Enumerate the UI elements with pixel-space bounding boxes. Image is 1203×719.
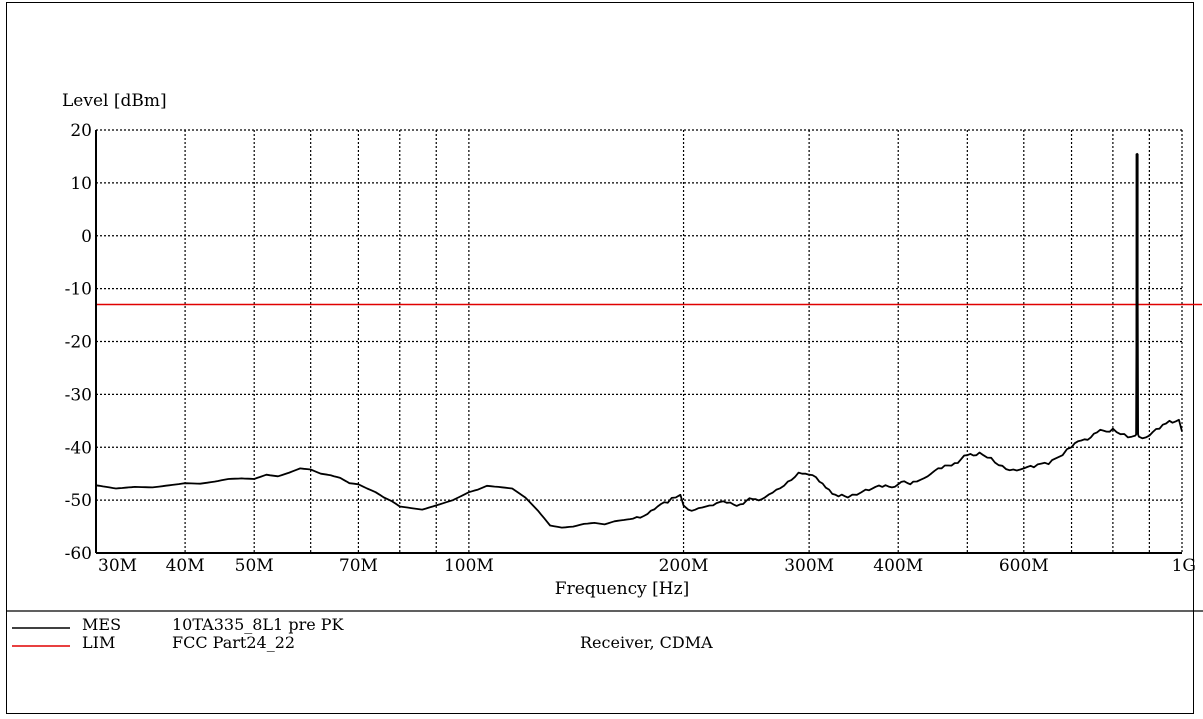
grid-lines	[96, 129, 1183, 554]
x-tick-label-3: 70M	[339, 556, 378, 576]
x-axis-label: Frequency [Hz]	[555, 579, 689, 599]
y-tick-label-6: -40	[65, 438, 92, 458]
y-tick-label-7: -50	[65, 491, 92, 511]
x-tick-labels: 30M 40M 50M 70M 100M 200M 300M 400M 600M 1G	[98, 556, 1196, 576]
legend-text-lim: FCC Part24_22	[172, 633, 295, 652]
y-tick-label-2: 0	[81, 227, 92, 247]
x-tick-label-1: 40M	[166, 556, 205, 576]
y-axis-label: Level [dBm]	[62, 91, 167, 111]
x-tick-label-6: 300M	[784, 556, 834, 576]
x-tick-label-9: 1G	[1172, 556, 1196, 576]
measured-trace	[95, 152, 1183, 529]
legend-extra-lim: Receiver, CDMA	[580, 633, 713, 652]
axes	[95, 130, 1182, 554]
y-tick-label-0: 20	[70, 121, 92, 141]
y-tick-label-5: -30	[65, 385, 92, 405]
y-tick-label-3: -10	[65, 280, 92, 300]
x-tick-label-8: 600M	[999, 556, 1049, 576]
legend-text-mes: 10TA335_8L1 pre PK	[172, 615, 345, 634]
legend: MES 10TA335_8L1 pre PK LIM FCC Part24_22…	[12, 615, 713, 652]
x-tick-label-7: 400M	[873, 556, 923, 576]
x-tick-label-4: 100M	[444, 556, 494, 576]
series-layer	[95, 152, 1183, 529]
legend-tag-mes: MES	[82, 615, 121, 634]
y-tick-label-4: -20	[65, 333, 92, 353]
x-tick-label-2: 50M	[235, 556, 274, 576]
y-tick-labels: 20 10 0 -10 -20 -30 -40 -50 -60	[65, 121, 92, 564]
y-tick-label-1: 10	[70, 174, 92, 194]
legend-tag-lim: LIM	[82, 633, 115, 652]
x-tick-label-0: 30M	[98, 556, 137, 576]
chart-frame	[6, 2, 1194, 714]
x-tick-label-5: 200M	[659, 556, 709, 576]
y-tick-label-8: -60	[65, 544, 92, 564]
